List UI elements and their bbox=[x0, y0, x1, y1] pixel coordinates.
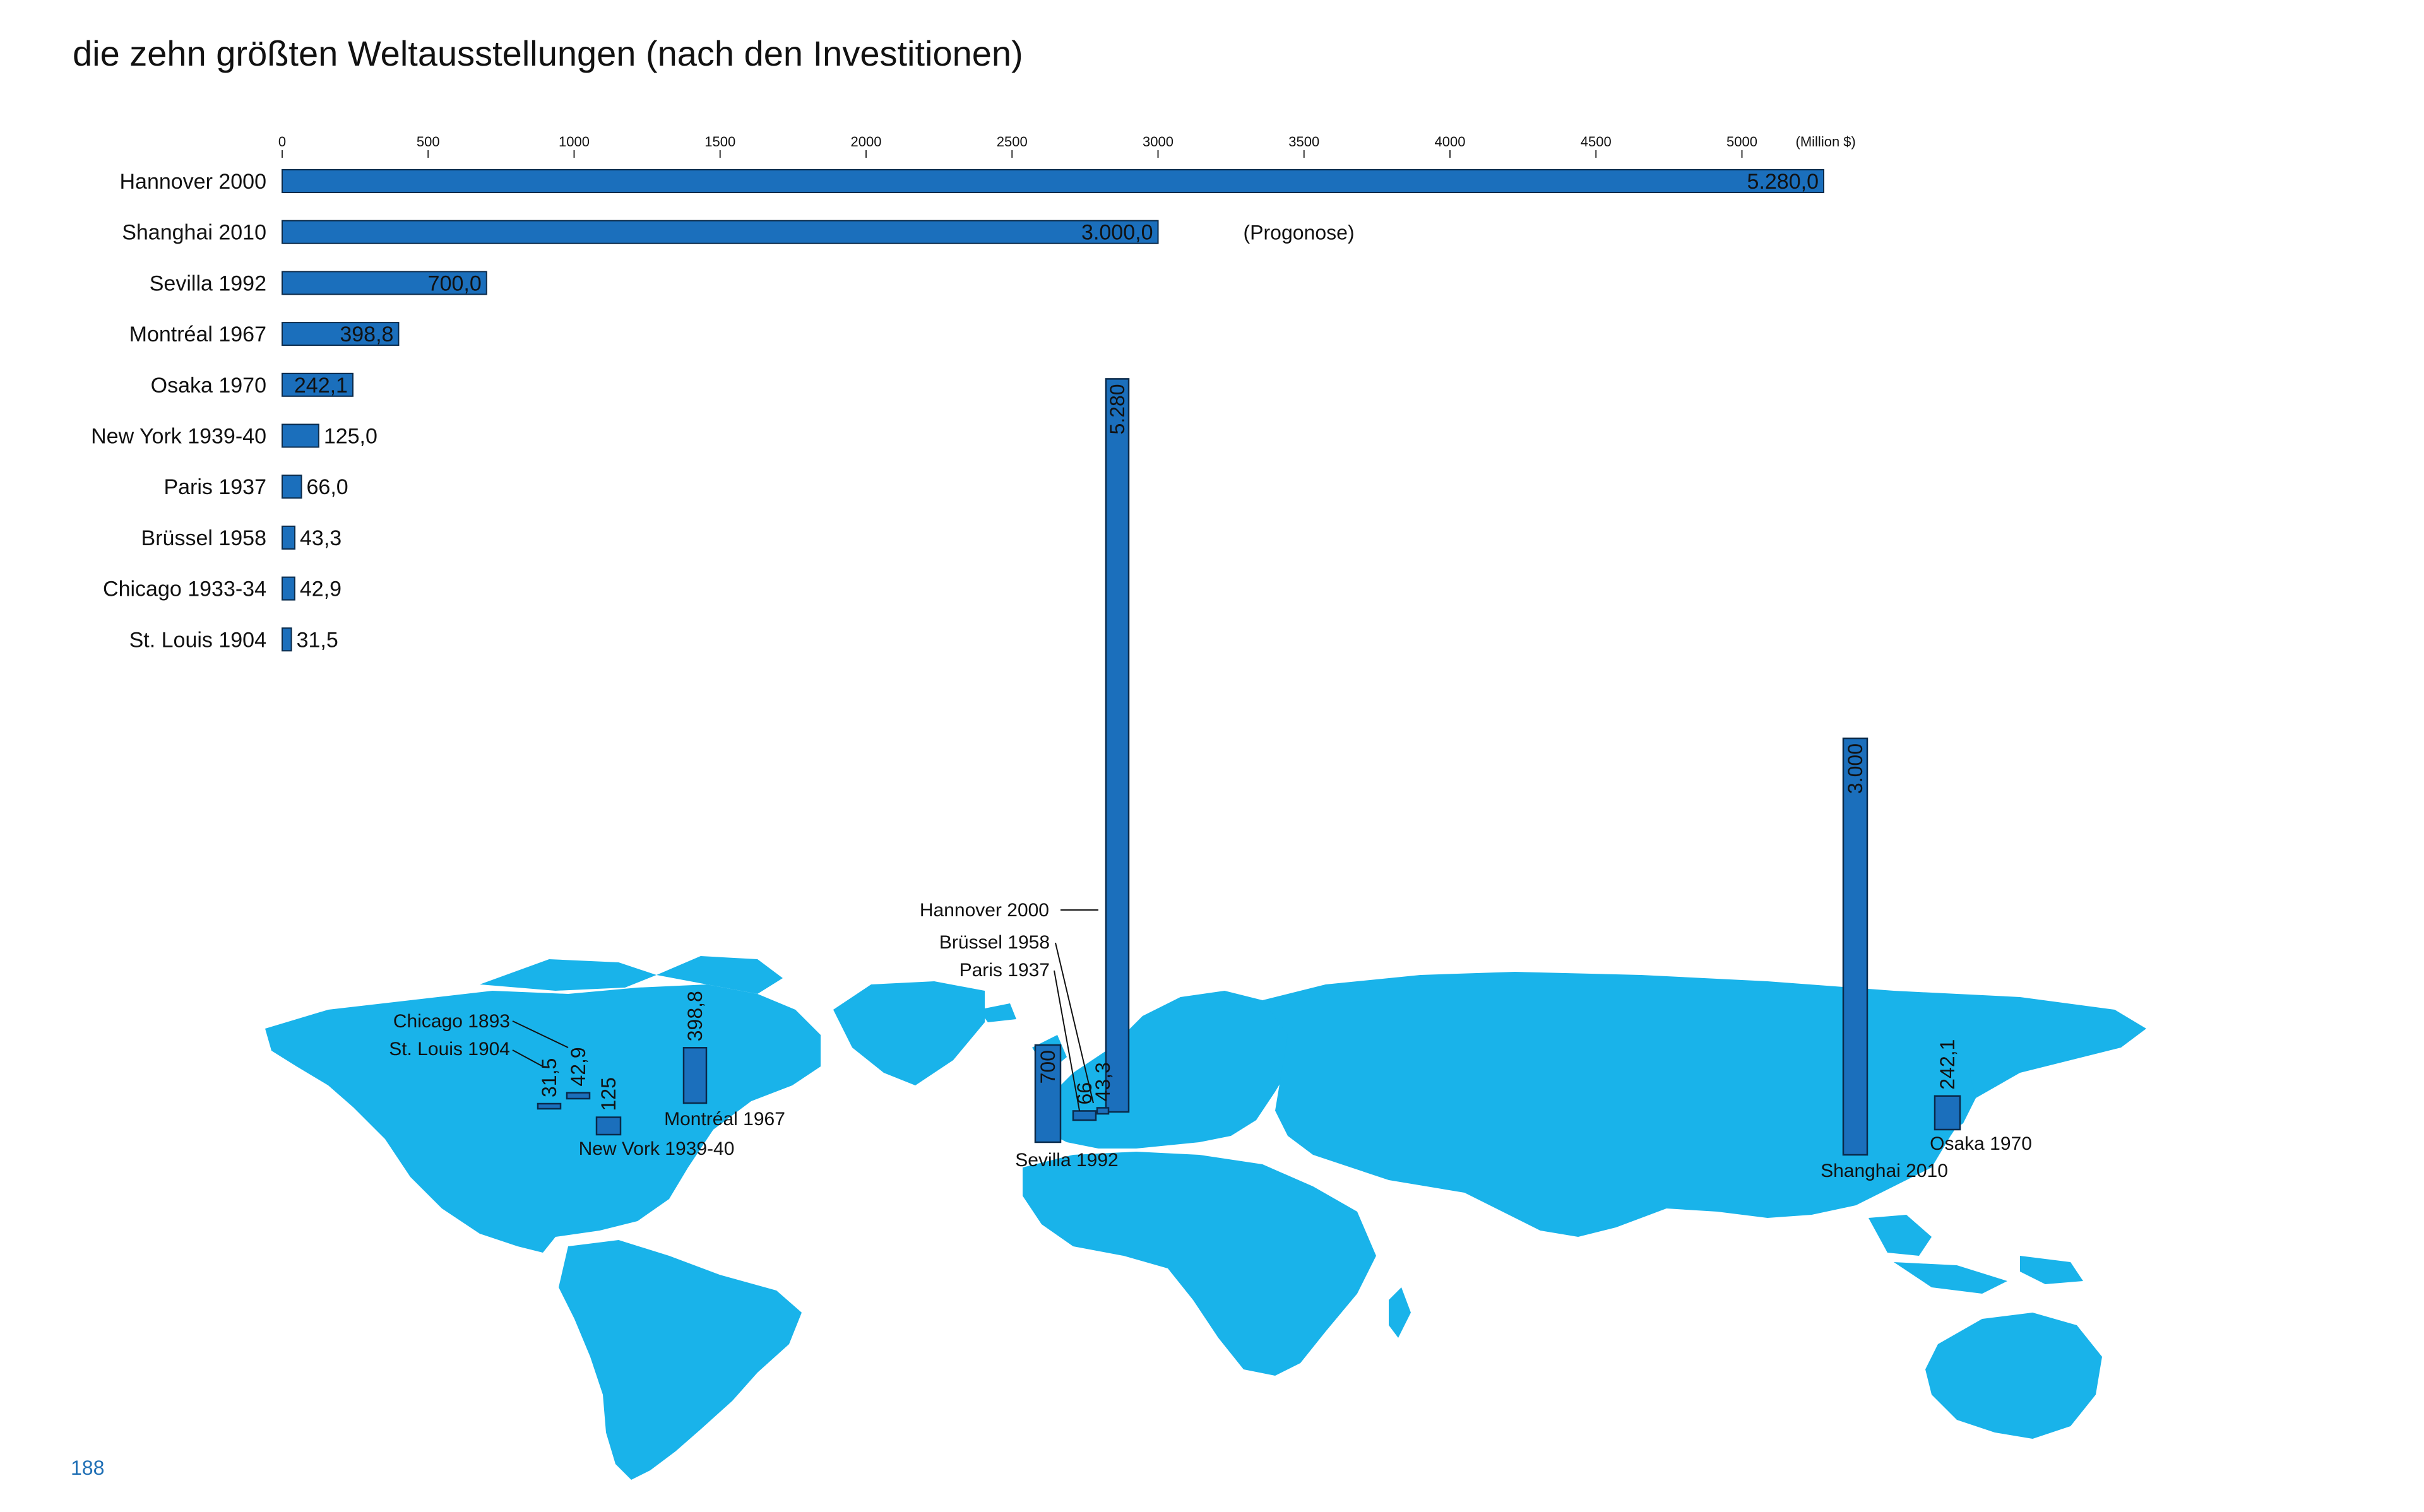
map-bar-hannover-2000 bbox=[1105, 378, 1130, 1113]
map-value-label: 125 bbox=[597, 1077, 620, 1111]
map-europe bbox=[978, 991, 1294, 1149]
map-value-label: 242,1 bbox=[1936, 1039, 1959, 1090]
category-label: Chicago 1933-34 bbox=[103, 577, 266, 601]
map-bar-chart: 5.280 Hannover 2000 3.000 Shanghai 2010 700 S… bbox=[389, 378, 2032, 1181]
category-label: Montréal 1967 bbox=[129, 322, 266, 346]
map-bar-shanghai-2010 bbox=[1842, 737, 1868, 1156]
map-city-label: St. Louis 1904 bbox=[389, 1039, 510, 1060]
x-tick-label: 5000 bbox=[1726, 134, 1757, 150]
world-map bbox=[265, 956, 2146, 1480]
map-greenland bbox=[833, 981, 985, 1085]
value-label: 43,3 bbox=[300, 526, 342, 550]
x-tick-label: 2000 bbox=[851, 134, 882, 150]
horizontal-bar-chart: 0 500 1000 1500 2000 2500 3000 3500 4000 4500 5000… bbox=[91, 134, 1856, 652]
value-label: 125,0 bbox=[324, 425, 377, 449]
map-value-label: 42,9 bbox=[567, 1047, 590, 1086]
category-label: Brüssel 1958 bbox=[141, 526, 266, 550]
map-value-label: 5.280 bbox=[1106, 384, 1129, 434]
x-tick-label: 4500 bbox=[1581, 134, 1612, 150]
value-label: 3.000,0 bbox=[1081, 221, 1153, 245]
bar-montr-al-1967 bbox=[282, 322, 400, 346]
map-value-label: 398,8 bbox=[684, 991, 706, 1041]
map-city-label: Brüssel 1958 bbox=[939, 932, 1050, 953]
x-axis-unit-label: (Million $) bbox=[1796, 134, 1856, 150]
bar-new-york-1939-40 bbox=[282, 423, 319, 448]
category-label: New York 1939-40 bbox=[91, 425, 266, 449]
map-value-label: 43,3 bbox=[1091, 1062, 1114, 1101]
page-title: die zehn größten Weltausstellungen (nach… bbox=[73, 33, 1023, 73]
map-city-label: Montréal 1967 bbox=[664, 1109, 785, 1130]
bar-chicago-1933-34 bbox=[282, 576, 295, 601]
leader-line bbox=[1054, 970, 1080, 1111]
category-label: Paris 1937 bbox=[163, 475, 266, 499]
value-label: 700,0 bbox=[428, 271, 482, 295]
x-tick-label: 3500 bbox=[1288, 134, 1319, 150]
map-bar-chicago-1893 bbox=[566, 1092, 591, 1100]
map-city-label: Shanghai 2010 bbox=[1821, 1161, 1948, 1181]
map-north-america bbox=[265, 956, 821, 1253]
value-label: 42,9 bbox=[300, 577, 342, 601]
leader-line bbox=[512, 1020, 569, 1048]
map-city-label: Paris 1937 bbox=[960, 960, 1050, 981]
map-value-label: 3.000 bbox=[1844, 743, 1867, 794]
category-label: Osaka 1970 bbox=[151, 374, 266, 398]
bar-br-ssel-1958 bbox=[282, 525, 296, 550]
x-tick-label: 2500 bbox=[997, 134, 1028, 150]
leader-line bbox=[512, 1049, 544, 1067]
shanghai-note: (Progonose) bbox=[1244, 221, 1355, 244]
map-bar-paris-1937 bbox=[1072, 1110, 1097, 1121]
page-number: 188 bbox=[71, 1456, 105, 1479]
x-tick-label: 500 bbox=[417, 134, 440, 150]
map-bar-st-louis-1904 bbox=[537, 1102, 562, 1110]
map-bar-br-ssel-1958 bbox=[1096, 1107, 1110, 1115]
x-tick-label: 1500 bbox=[704, 134, 735, 150]
map-value-label: 700 bbox=[1037, 1050, 1059, 1084]
map-australia bbox=[1925, 1313, 2102, 1439]
value-label: 242,1 bbox=[294, 374, 348, 398]
map-city-label: New Vork 1939-40 bbox=[579, 1138, 735, 1159]
bar-paris-1937 bbox=[282, 475, 302, 499]
x-tick-label: 4000 bbox=[1435, 134, 1466, 150]
category-label: St. Louis 1904 bbox=[129, 628, 266, 652]
map-asia bbox=[1262, 972, 2146, 1237]
map-bar-osaka-1970 bbox=[1934, 1095, 1961, 1131]
category-label: Shanghai 2010 bbox=[122, 221, 266, 245]
map-bar-sevilla-1992 bbox=[1034, 1044, 1062, 1143]
map-city-label: Chicago 1893 bbox=[393, 1011, 510, 1032]
leader-line bbox=[1055, 942, 1094, 1104]
category-label: Sevilla 1992 bbox=[150, 271, 266, 295]
category-label: Hannover 2000 bbox=[119, 170, 266, 194]
value-label: 5.280,0 bbox=[1747, 170, 1819, 194]
x-tick-label: 1000 bbox=[559, 134, 590, 150]
map-bar-new-vork-1939-40 bbox=[595, 1116, 622, 1136]
value-label: 31,5 bbox=[297, 628, 338, 652]
map-city-label: Hannover 2000 bbox=[920, 900, 1049, 921]
x-tick-label: 0 bbox=[278, 134, 286, 150]
bar-shanghai-2010 bbox=[282, 220, 1159, 244]
bar-sevilla-1992 bbox=[282, 271, 487, 295]
map-city-label: Osaka 1970 bbox=[1930, 1133, 2032, 1154]
map-bar-montr-al-1967 bbox=[682, 1047, 708, 1104]
map-value-label: 31,5 bbox=[538, 1058, 561, 1097]
map-southeast-asia bbox=[1868, 1215, 2083, 1294]
value-label: 398,8 bbox=[340, 322, 393, 346]
bar-st-louis-1904 bbox=[282, 627, 292, 652]
map-south-america bbox=[559, 1240, 802, 1480]
value-label: 66,0 bbox=[307, 475, 348, 499]
map-africa bbox=[1023, 1152, 1411, 1376]
bar-hannover-2000 bbox=[282, 169, 1824, 193]
x-tick-label: 3000 bbox=[1143, 134, 1173, 150]
map-city-label: Sevilla 1992 bbox=[1015, 1150, 1118, 1171]
bar-osaka-1970 bbox=[282, 372, 354, 397]
